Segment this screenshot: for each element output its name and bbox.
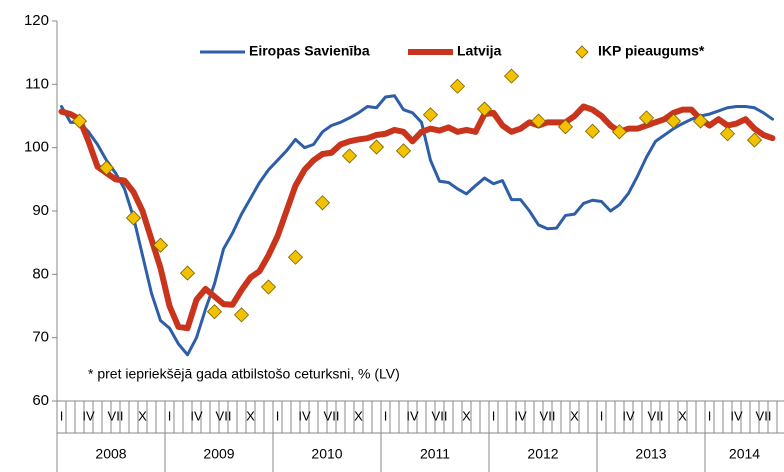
legend-label: Latvija (457, 43, 502, 59)
year-label: 2008 (95, 446, 126, 462)
y-tick-label: 120 (24, 12, 49, 29)
note: * pret iepriekšējā gada atbilstošo cetur… (88, 366, 400, 382)
month-label: VII (648, 408, 664, 423)
month-label: I (276, 408, 280, 423)
month-label: I (60, 408, 64, 423)
month-label: VII (216, 408, 232, 423)
month-label: I (492, 408, 496, 423)
scatter-point (746, 132, 763, 148)
scatter-point (314, 195, 331, 211)
month-label: VII (108, 408, 124, 423)
scatter-point (449, 78, 466, 94)
y-tick-label: 80 (32, 265, 49, 282)
month-label: VII (756, 408, 772, 423)
line-series (58, 103, 776, 332)
month-label: VII (540, 408, 556, 423)
month-label: I (708, 408, 712, 423)
month-label: IV (406, 408, 419, 423)
scatter-point (206, 304, 223, 320)
month-label: X (246, 408, 255, 423)
scatter-point (719, 126, 736, 142)
month-label: IV (730, 408, 743, 423)
month-label: IV (82, 408, 95, 423)
month-label: X (462, 408, 471, 423)
scatter-point (422, 107, 439, 123)
month-label: IV (190, 408, 203, 423)
scatter-point (611, 124, 628, 140)
y-tick-label: 70 (32, 329, 49, 346)
scatter-point (152, 237, 169, 253)
year-label: 2014 (729, 446, 760, 462)
legend-swatch (575, 45, 589, 59)
month-label: X (678, 408, 687, 423)
y-tick-label: 100 (24, 139, 49, 156)
year-label: 2012 (527, 446, 558, 462)
scatter-point (71, 113, 88, 129)
year-label: 2010 (311, 446, 342, 462)
scatter-point (179, 265, 196, 281)
year-label: 2009 (203, 446, 234, 462)
scatter-point (287, 249, 304, 265)
scatter-point (233, 307, 250, 323)
month-label: X (138, 408, 147, 423)
month-label: I (600, 408, 604, 423)
year-label: 2011 (420, 446, 450, 462)
year-label: 2013 (635, 446, 666, 462)
scatter-point (98, 160, 115, 176)
month-label: VII (324, 408, 340, 423)
scatter-point (638, 110, 655, 126)
scatter-point (584, 123, 601, 139)
legend-label: IKP pieaugums* (598, 43, 705, 59)
month-label: X (354, 408, 363, 423)
legend-label: Eiropas Savienība (249, 43, 370, 59)
scatter-point (260, 279, 277, 295)
scatter-point (341, 148, 358, 164)
month-label: IV (514, 408, 527, 423)
scatter-point (692, 113, 709, 129)
scatter-point (476, 101, 493, 117)
month-label: I (384, 408, 388, 423)
month-label: IV (298, 408, 311, 423)
scatter-point (530, 113, 547, 129)
scatter-point (503, 68, 520, 84)
line-series (60, 94, 774, 357)
month-label: X (570, 408, 579, 423)
y-tick-label: 60 (32, 392, 49, 409)
scatter-point (125, 210, 142, 226)
scatter-point (368, 139, 385, 155)
y-tick-label: 110 (25, 75, 49, 92)
month-label: I (168, 408, 172, 423)
month-label: IV (622, 408, 635, 423)
scatter-point (395, 143, 412, 159)
scatter-point (557, 119, 574, 135)
month-label: VII (432, 408, 448, 423)
scatter-point (665, 113, 682, 129)
y-tick-label: 90 (32, 202, 49, 219)
